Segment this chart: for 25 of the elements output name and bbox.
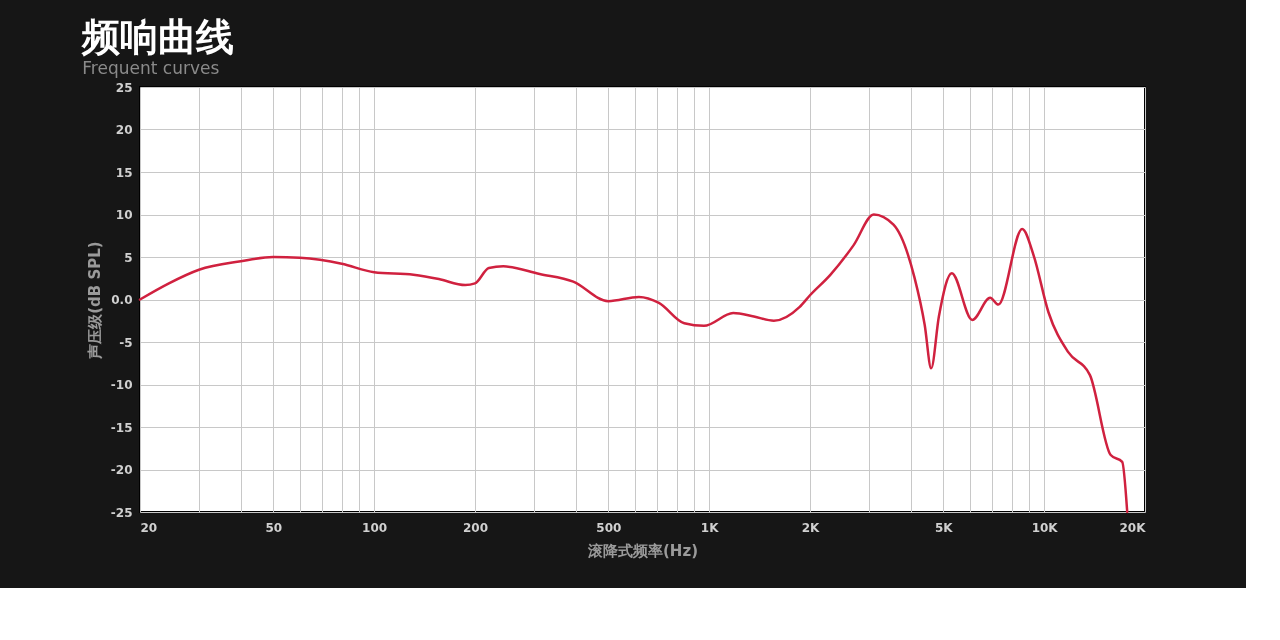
y-tick-label: 15 [115, 165, 133, 180]
y-tick-label: 25 [115, 80, 133, 95]
x-tick-label: 50 [265, 520, 283, 535]
x-tick-label: 500 [596, 520, 622, 535]
x-tick-label: 100 [362, 520, 388, 535]
x-tick-label: 10K [1031, 520, 1059, 535]
x-axis-title: 滚降式频率(Hz) [587, 541, 698, 560]
y-tick-label: -5 [119, 335, 133, 350]
x-tick-label: 20 [140, 520, 158, 535]
y-tick-label: -25 [110, 505, 133, 520]
y-tick-label: 5 [124, 250, 133, 265]
y-axis-title: 声压级(dB SPL) [85, 241, 104, 360]
chart-subtitle: Frequent curves [82, 58, 220, 78]
y-tick-label: -15 [110, 420, 133, 435]
y-tick-label: -10 [110, 378, 133, 392]
y-tick-label: 0.0 [111, 293, 133, 307]
y-tick-label: 20 [115, 123, 133, 137]
x-tick-label: 1K [700, 520, 720, 535]
x-tick-label: 2K [801, 520, 821, 535]
chart-title: 频响曲线 [81, 15, 235, 59]
x-tick-label: 5K [934, 520, 954, 535]
y-tick-label: 10 [115, 208, 133, 222]
x-tick-label: 20K [1119, 520, 1147, 535]
x-tick-label: 200 [462, 520, 489, 535]
y-tick-label: -20 [110, 463, 133, 477]
